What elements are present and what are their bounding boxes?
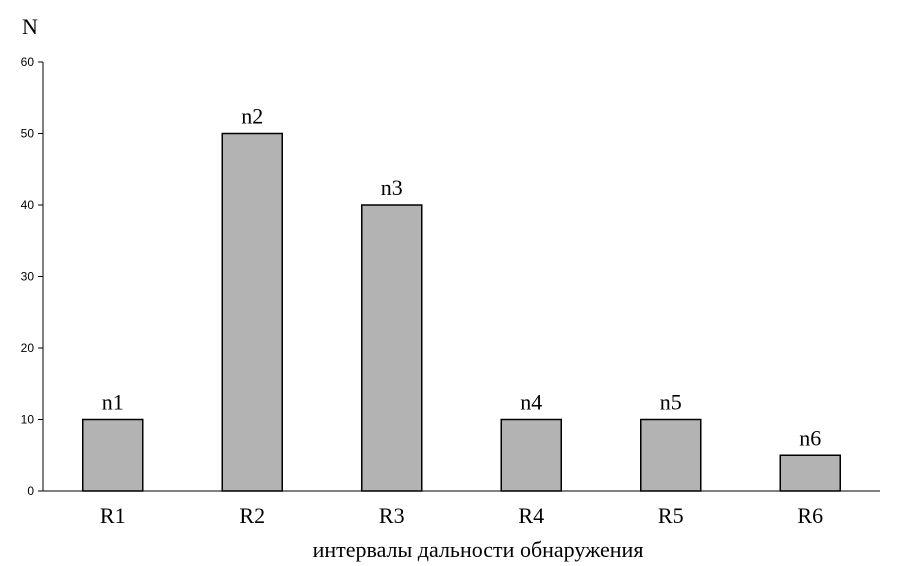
data-label-n1: n1	[102, 390, 124, 415]
y-tick-label: 30	[21, 270, 35, 284]
y-tick-label: 20	[21, 341, 35, 355]
data-label-n6: n6	[799, 425, 821, 450]
x-axis-title: интервалы дальности обнаружения	[313, 537, 644, 562]
bar-r4	[500, 418, 562, 492]
y-tick-label: 10	[21, 413, 35, 427]
y-tick-label: 40	[21, 198, 35, 212]
bar-r3	[361, 204, 423, 492]
category-label-r5: R5	[658, 503, 684, 528]
category-label-r4: R4	[518, 503, 544, 528]
category-labels-group: R1 R2 R3 R4 R5 R6	[100, 503, 823, 528]
y-axis-ticks: 0 10 20 30 40 50 60	[21, 55, 43, 498]
category-label-r2: R2	[239, 503, 265, 528]
category-label-r6: R6	[797, 503, 823, 528]
y-axis-title: N	[22, 14, 38, 39]
bars-group	[82, 132, 841, 492]
bar-r2	[221, 132, 283, 492]
y-tick-label: 60	[21, 55, 35, 69]
bar-r5	[640, 418, 702, 492]
data-label-n5: n5	[660, 390, 682, 415]
y-tick-label: 50	[21, 127, 35, 141]
bar-r1	[82, 418, 144, 492]
data-label-n3: n3	[381, 175, 403, 200]
category-label-r3: R3	[379, 503, 405, 528]
data-label-n2: n2	[241, 104, 263, 129]
data-label-n4: n4	[520, 390, 542, 415]
y-tick-label: 0	[27, 484, 34, 498]
data-labels-group: n1 n2 n3 n4 n5 n6	[102, 104, 822, 451]
bar-r6	[779, 454, 841, 492]
category-label-r1: R1	[100, 503, 126, 528]
